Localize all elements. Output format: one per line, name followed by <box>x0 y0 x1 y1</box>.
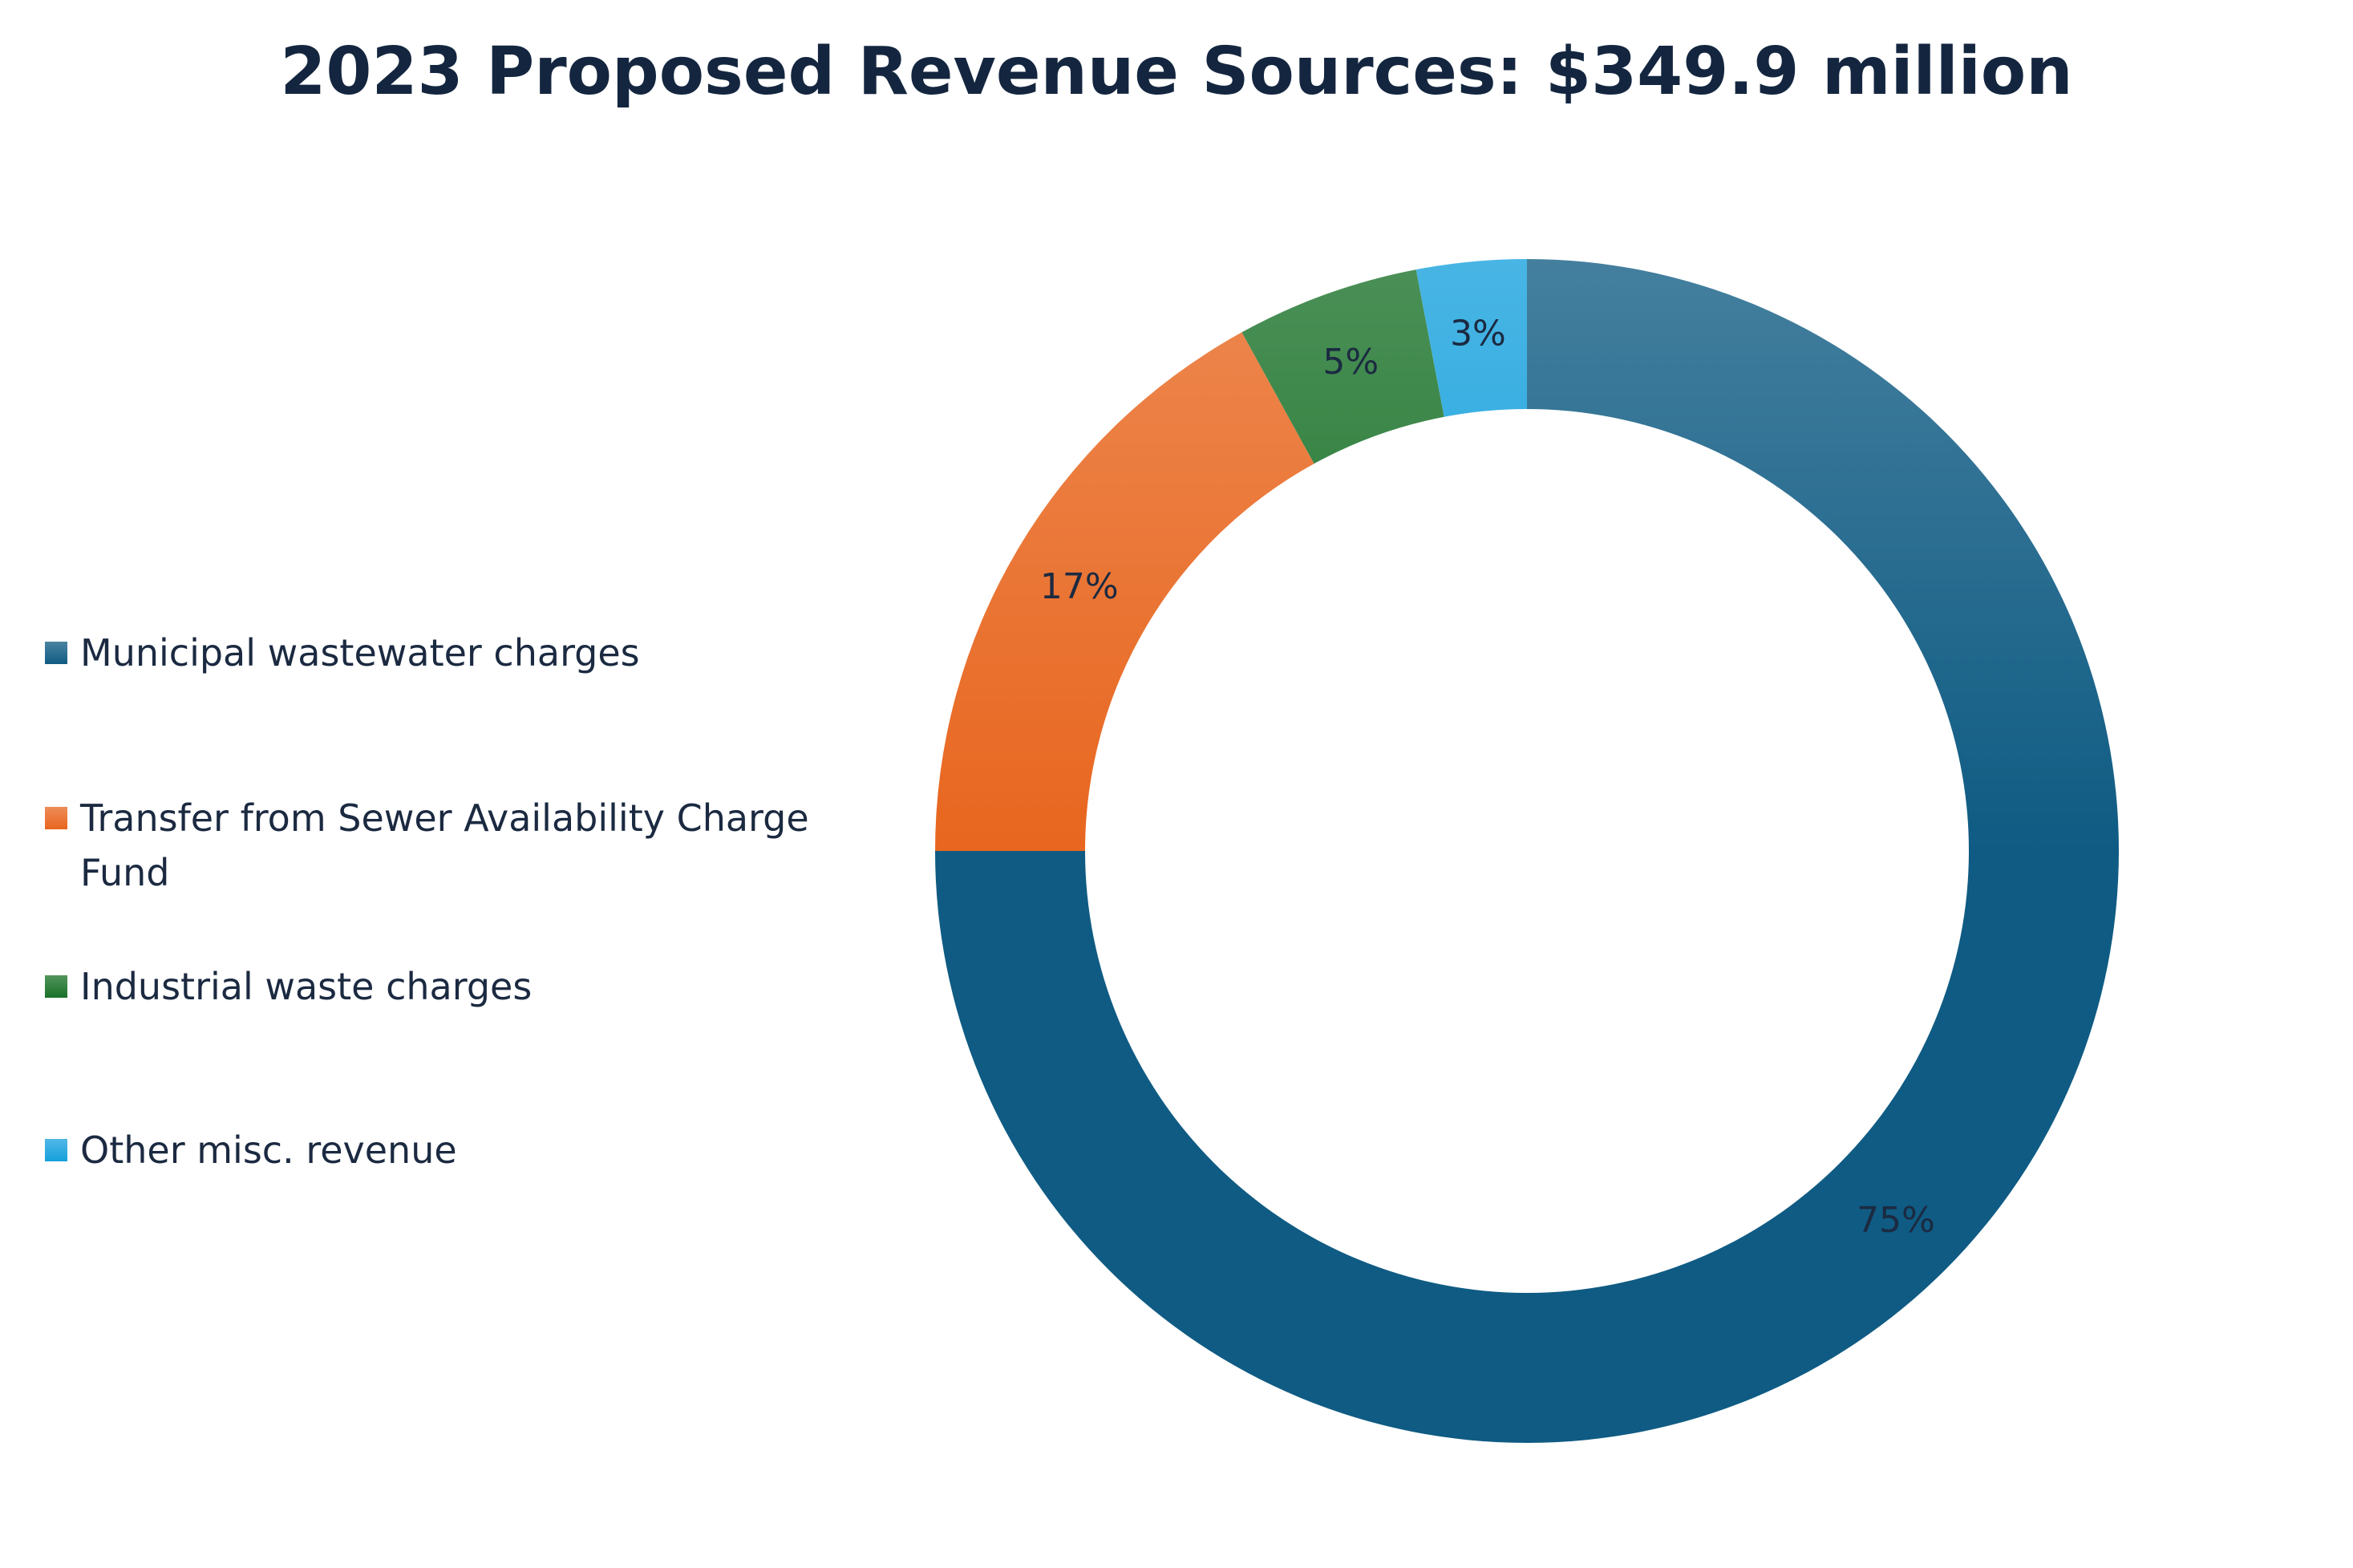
legend-swatch <box>45 642 67 664</box>
legend-item: Other misc. revenue <box>45 1123 850 1177</box>
legend-label: Other misc. revenue <box>80 1128 457 1172</box>
legend-item: Industrial waste charges <box>45 959 850 1014</box>
chart-legend: Municipal wastewater charges Transfer fro… <box>45 0 847 1568</box>
legend-label: Industrial waste charges <box>80 965 533 1008</box>
donut-slice-2 <box>935 332 1314 852</box>
data-label-4: 3% <box>1450 313 1506 354</box>
legend-item: Transfer from Sewer Availability Charge … <box>45 791 850 900</box>
donut-slice-4 <box>1415 259 1527 417</box>
legend-label: Transfer from Sewer Availability Charge … <box>80 796 809 894</box>
data-label-3: 5% <box>1322 342 1379 383</box>
data-label-1: 75% <box>1857 1200 1935 1241</box>
data-label-2: 17% <box>1040 566 1119 607</box>
chart-title: 2023 Proposed Revenue Sources: $349.9 mi… <box>280 34 2073 110</box>
legend-label: Municipal wastewater charges <box>80 631 640 675</box>
legend-swatch <box>45 807 67 829</box>
legend-swatch <box>45 975 67 998</box>
donut-slice-3 <box>1241 269 1444 464</box>
legend-swatch <box>45 1139 67 1161</box>
legend-item: Municipal wastewater charges <box>45 626 850 680</box>
